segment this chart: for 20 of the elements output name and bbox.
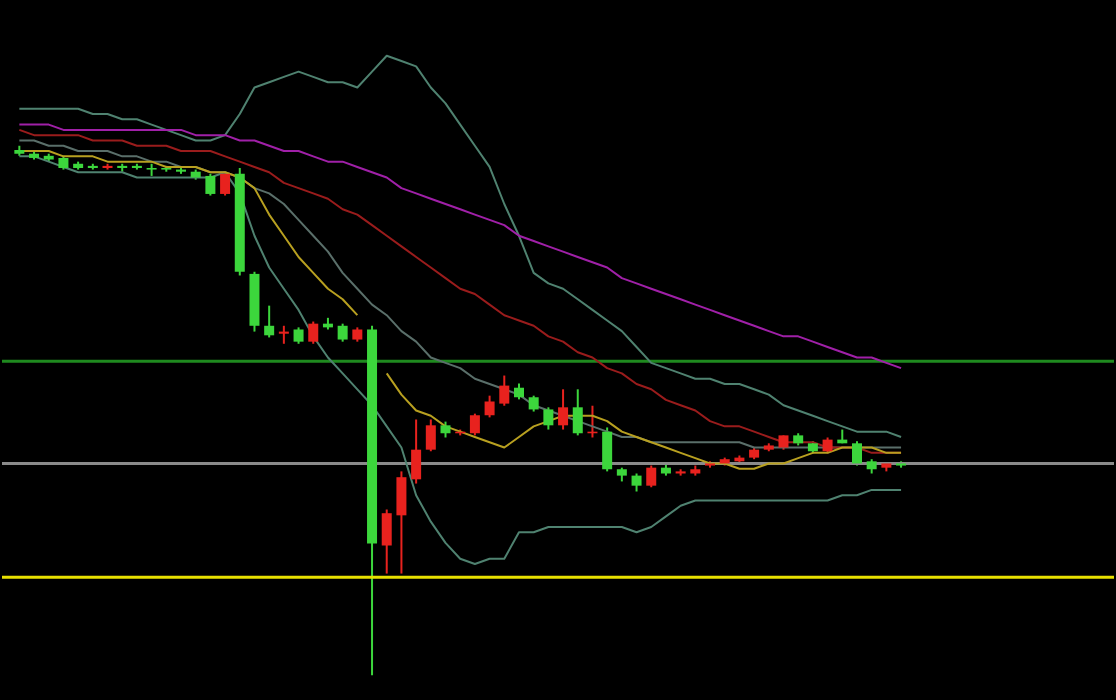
candlestick [602,426,613,473]
candlestick [484,394,495,419]
candlestick [558,388,569,431]
candlestick [425,418,436,453]
candlestick [308,320,319,345]
candlestick [572,388,583,437]
candlestick [278,324,289,345]
candlestick [381,508,392,575]
candlestick [631,472,642,493]
candlestick [499,374,510,407]
candlestick [543,406,554,431]
candlestick [851,440,862,467]
candlestick [337,322,348,343]
candlestick [396,470,407,575]
candlestick [411,418,422,485]
candlestick [646,464,657,489]
candlestick [220,170,231,197]
candlestick [469,412,480,437]
candlestick [205,172,216,197]
candlestick [264,304,275,339]
